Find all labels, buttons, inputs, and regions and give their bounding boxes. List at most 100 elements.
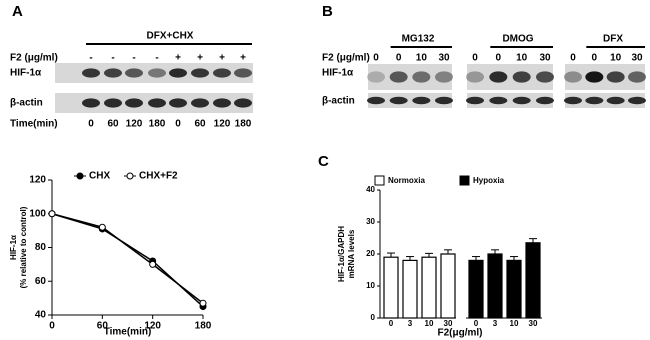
- legend-label: CHX: [89, 171, 110, 182]
- dose: 0: [496, 53, 502, 64]
- legend-swatch: [374, 175, 385, 186]
- blot-band: [628, 71, 646, 83]
- y-tick-label: 120: [29, 175, 46, 186]
- treatment-label: F2 (μg/ml): [322, 53, 370, 64]
- dose: 0: [472, 53, 478, 64]
- bar: [525, 242, 541, 319]
- panel-label: A: [12, 3, 23, 20]
- blot-band: [82, 68, 100, 78]
- blot-band: [585, 96, 604, 105]
- blot-band: [606, 71, 625, 83]
- blot-background: [368, 93, 452, 108]
- treatment: +: [175, 53, 181, 64]
- point: [98, 223, 106, 231]
- legend-marker: [126, 172, 134, 180]
- blot-band: [125, 68, 143, 78]
- y-tick-label: 10: [366, 281, 375, 290]
- bar: [383, 256, 399, 319]
- blot-band: [512, 71, 531, 83]
- y-axis-label: HIF-1α/GAPDH: [337, 226, 346, 282]
- point: [48, 210, 56, 218]
- group-label: DFX: [603, 34, 623, 45]
- treatment: +: [240, 53, 246, 64]
- x-tick-label: 30: [529, 319, 538, 328]
- blot-band: [489, 71, 508, 83]
- row-label: HIF-1α: [10, 68, 42, 79]
- time: 120: [126, 119, 143, 130]
- blot-band: [389, 96, 408, 105]
- blot-band: [234, 68, 252, 78]
- treatment: +: [197, 53, 203, 64]
- time: 60: [194, 119, 206, 130]
- time: 120: [214, 119, 231, 130]
- y-tick-label: 0: [371, 313, 376, 322]
- point: [199, 299, 207, 307]
- x-axis-label: F2(μg/ml): [437, 328, 482, 339]
- blot-band: [606, 96, 625, 105]
- blot-band: [435, 96, 453, 105]
- group-label: MG132: [402, 34, 435, 45]
- blot-band: [169, 68, 187, 78]
- blot-band: [104, 68, 122, 78]
- y-axis-label: (% relative to control): [19, 206, 28, 288]
- legend-marker: [76, 172, 84, 180]
- y-axis-label: HIF-1α: [9, 235, 18, 260]
- dose: 0: [592, 53, 598, 64]
- blot-background: [565, 93, 645, 108]
- y-tick-label: 30: [366, 217, 375, 226]
- blot-band: [367, 96, 385, 105]
- blot-band: [213, 68, 231, 78]
- blot-band: [125, 98, 143, 108]
- bar: [506, 259, 522, 319]
- blot-band: [628, 96, 646, 105]
- blot-band: [564, 71, 582, 83]
- blot-band: [512, 96, 531, 105]
- time: 180: [235, 119, 252, 130]
- group-label: DMOG: [502, 34, 533, 45]
- x-tick-label: 0: [474, 319, 479, 328]
- blot-band: [412, 71, 431, 83]
- blot-band: [82, 98, 100, 108]
- time: 60: [107, 119, 119, 130]
- blot-band: [169, 98, 187, 108]
- point: [149, 260, 157, 268]
- dose: 30: [631, 53, 643, 64]
- blot-band: [466, 71, 484, 83]
- dose: 0: [570, 53, 576, 64]
- blot-band: [489, 96, 508, 105]
- blot-band: [536, 96, 554, 105]
- dose: 10: [516, 53, 528, 64]
- blot-band: [191, 98, 209, 108]
- treatment: -: [111, 53, 114, 64]
- time: 0: [88, 119, 94, 130]
- blot-band: [435, 71, 453, 83]
- x-tick-label: 10: [510, 319, 519, 328]
- row-label: HIF-1α: [322, 68, 354, 79]
- x-tick-label: 3: [408, 319, 413, 328]
- bar: [402, 259, 418, 319]
- treatment-label: F2 (μg/ml): [10, 53, 58, 64]
- time: 180: [149, 119, 166, 130]
- dose: 30: [539, 53, 551, 64]
- time-label: Time(min): [10, 119, 58, 130]
- blot-band: [213, 98, 231, 108]
- dose: 10: [416, 53, 428, 64]
- dose: 30: [438, 53, 450, 64]
- blot-band: [564, 96, 582, 105]
- dose: 10: [610, 53, 622, 64]
- bar: [468, 259, 484, 319]
- y-tick-label: 20: [366, 249, 375, 258]
- panel-label: C: [318, 153, 329, 170]
- x-tick-label: 0: [49, 321, 55, 332]
- x-tick-label: 0: [389, 319, 394, 328]
- blot-band: [466, 96, 484, 105]
- y-tick-label: 40: [366, 185, 375, 194]
- blot-band: [585, 71, 604, 83]
- legend-label: CHX+F2: [139, 171, 178, 182]
- blot-background: [368, 64, 452, 90]
- legend-label: Normoxia: [388, 176, 425, 185]
- dose: 0: [373, 53, 379, 64]
- dose: 0: [396, 53, 402, 64]
- legend-swatch: [459, 175, 470, 186]
